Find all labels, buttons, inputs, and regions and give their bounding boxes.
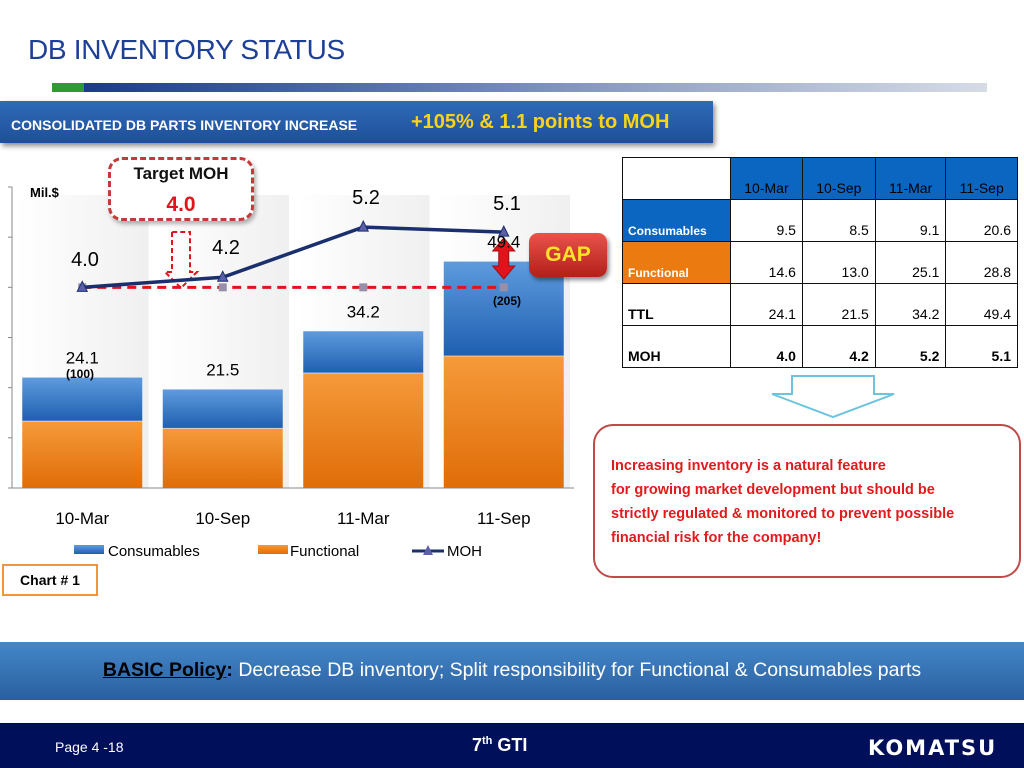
table-cell: 8.5 bbox=[801, 199, 876, 242]
inventory-chart: Mil.$ 24.1 10-Mar 21.5 10-Sep 34.2 11-Mar 49.4… bbox=[8, 185, 574, 560]
annotation-index-label: (100) bbox=[66, 367, 94, 381]
table-cell: 9.1 bbox=[874, 199, 947, 242]
moh-value-label: 4.0 bbox=[71, 249, 99, 271]
basic-policy-key: BASIC Policy bbox=[102, 659, 227, 681]
table-cell: 4.2 bbox=[801, 325, 876, 368]
chart-number-label: Chart # 1 bbox=[2, 564, 98, 596]
target-marker bbox=[499, 283, 508, 292]
gap-callout: GAP bbox=[529, 233, 607, 277]
event-name: 7th GTI bbox=[472, 735, 527, 756]
basic-policy-text: BASIC Policy: Decrease DB inventory; Spl… bbox=[0, 659, 1024, 682]
x-tick-label: 11-Mar bbox=[337, 509, 390, 528]
table-row-label: TTL bbox=[622, 283, 731, 326]
table-cell: 28.8 bbox=[945, 241, 1018, 284]
bar-total-label: 34.2 bbox=[347, 302, 380, 321]
moh-value-label: 5.1 bbox=[493, 193, 521, 215]
table-cell: 14.6 bbox=[730, 241, 803, 284]
target-marker bbox=[218, 283, 227, 292]
x-tick-label: 11-Sep bbox=[477, 509, 531, 528]
table-row: Functional 14.6 13.0 25.1 28.8 bbox=[622, 241, 1018, 284]
page-number: Page 4 -18 bbox=[55, 739, 124, 755]
moh-value-label: 4.2 bbox=[212, 237, 240, 259]
bar-consumables bbox=[162, 389, 283, 429]
basic-policy-body: Decrease DB inventory; Split responsibil… bbox=[232, 659, 922, 681]
subtitle-banner: CONSOLIDATED DB PARTS INVENTORY INCREASE… bbox=[0, 101, 713, 143]
note-line: financial risk for the company! bbox=[611, 530, 822, 546]
target-moh-value: 4.0 bbox=[166, 193, 196, 216]
table-header-cell: 11-Sep bbox=[945, 157, 1018, 200]
down-arrow-icon bbox=[771, 375, 895, 419]
bar-functional bbox=[162, 428, 283, 488]
legend-marker-moh bbox=[423, 545, 433, 555]
title-underline-bar bbox=[52, 83, 987, 92]
table-row: TTL 24.1 21.5 34.2 49.4 bbox=[622, 283, 1018, 326]
legend-swatch-functional bbox=[258, 545, 288, 554]
moh-point-marker bbox=[216, 270, 229, 282]
table-header-cell: 11-Mar bbox=[874, 157, 947, 200]
table-cell: 5.1 bbox=[945, 325, 1018, 368]
legend-label: Functional bbox=[290, 543, 359, 560]
legend-label: Consumables bbox=[108, 543, 200, 560]
moh-point-marker bbox=[76, 280, 89, 292]
table-cell: 49.4 bbox=[945, 283, 1018, 326]
event-number: 7 bbox=[472, 735, 483, 755]
table-header-cell: 10-Sep bbox=[801, 157, 876, 200]
table-cell: 4.0 bbox=[730, 325, 803, 368]
bar-total-label: 49.4 bbox=[487, 233, 520, 252]
moh-point-marker bbox=[357, 220, 370, 232]
table-cell: 24.1 bbox=[730, 283, 803, 326]
bar-functional bbox=[303, 372, 424, 488]
table-row-label: MOH bbox=[622, 325, 731, 368]
table-cell: 9.5 bbox=[730, 199, 803, 242]
note-line: Increasing inventory is a natural featur… bbox=[611, 458, 886, 474]
moh-line bbox=[82, 225, 504, 290]
table-cell: 21.5 bbox=[801, 283, 876, 326]
table-cell: 34.2 bbox=[874, 283, 947, 326]
note-line: strictly regulated & monitored to preven… bbox=[611, 506, 955, 522]
basic-policy-banner: BASIC Policy: Decrease DB inventory; Spl… bbox=[0, 642, 1024, 700]
slide-title: DB INVENTORY STATUS bbox=[28, 34, 345, 65]
table-cell: 20.6 bbox=[945, 199, 1018, 242]
moh-value-label: 5.2 bbox=[352, 187, 380, 209]
footer-bar: Page 4 -18 7th GTI KOMATSU bbox=[0, 723, 1024, 768]
bar-consumables bbox=[303, 331, 424, 373]
table-row-label: Consumables bbox=[622, 199, 731, 242]
subtitle-highlight: +105% & 1.1 points to MOH bbox=[411, 111, 670, 133]
subtitle-lead: CONSOLIDATED DB PARTS INVENTORY INCREASE bbox=[11, 117, 358, 133]
legend-swatch-consumables bbox=[74, 545, 104, 554]
legend-label: MOH bbox=[447, 543, 482, 560]
gap-double-arrow-icon bbox=[491, 237, 516, 280]
event-ordinal: th bbox=[482, 735, 493, 747]
inventory-table: 10-Mar 10-Sep 11-Mar 11-Sep Consumables … bbox=[622, 157, 1018, 368]
basic-policy-colon: : bbox=[226, 659, 233, 681]
note-callout: Increasing inventory is a natural featur… bbox=[593, 424, 1021, 578]
table-header-cell: 10-Mar bbox=[730, 157, 803, 200]
bar-total-label: 21.5 bbox=[206, 360, 239, 379]
target-moh-label: Target MOH bbox=[133, 164, 229, 183]
table-header-cell bbox=[622, 157, 731, 200]
target-marker bbox=[359, 283, 368, 292]
table-header-row: 10-Mar 10-Sep 11-Mar 11-Sep bbox=[622, 157, 1018, 200]
unit-label: Mil.$ bbox=[30, 185, 60, 200]
table-cell: 5.2 bbox=[874, 325, 947, 368]
annotation-index-label: (205) bbox=[493, 294, 521, 308]
table-cell: 25.1 bbox=[874, 241, 947, 284]
bar-consumables bbox=[22, 377, 143, 422]
event-title: GTI bbox=[492, 735, 528, 755]
bar-functional bbox=[22, 421, 143, 488]
x-tick-label: 10-Sep bbox=[195, 509, 250, 528]
komatsu-logo: KOMATSU bbox=[868, 736, 998, 760]
bar-total-label: 24.1 bbox=[66, 349, 99, 368]
target-moh-callout: Target MOH 4.0 bbox=[108, 157, 254, 221]
moh-point-marker bbox=[497, 225, 510, 237]
table-row: MOH 4.0 4.2 5.2 5.1 bbox=[622, 325, 1018, 368]
table-cell: 13.0 bbox=[801, 241, 876, 284]
table-row-label: Functional bbox=[622, 241, 731, 284]
x-tick-label: 10-Mar bbox=[55, 509, 109, 528]
table-row: Consumables 9.5 8.5 9.1 20.6 bbox=[622, 199, 1018, 242]
bar-functional bbox=[443, 356, 564, 488]
note-line: for growing market development but shoul… bbox=[611, 482, 935, 498]
